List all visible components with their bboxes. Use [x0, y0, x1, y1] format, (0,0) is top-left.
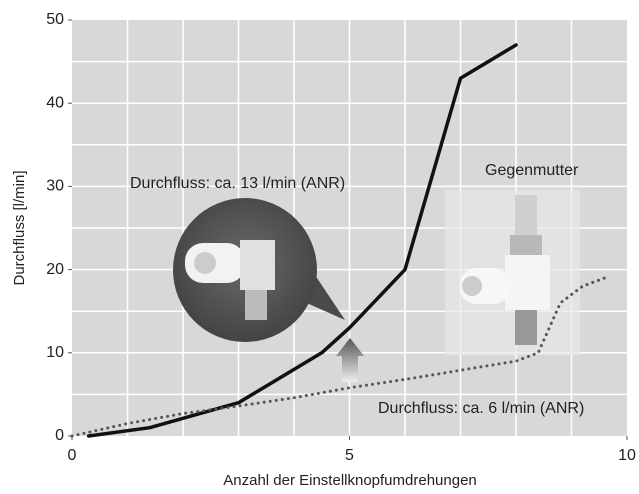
- annotation: Durchfluss: ca. 13 l/min (ANR): [130, 175, 345, 192]
- y-tick-label: 10: [46, 344, 64, 361]
- chart: Durchfluss: ca. 13 l/min (ANR) Gegenmutt…: [0, 0, 639, 494]
- x-tick-label: 10: [618, 447, 636, 464]
- page: {"chart_data": {"type": "line", "x_label…: [0, 0, 639, 494]
- annotation: Durchfluss: ca. 6 l/min (ANR): [378, 400, 584, 417]
- y-tick-label: 40: [46, 94, 64, 111]
- y-axis-title: Durchfluss [l/min]: [11, 170, 28, 285]
- y-tick-label: 0: [55, 427, 64, 444]
- y-tick-label: 30: [46, 178, 64, 195]
- x-axis-title: Anzahl der Einstellknopfumdrehungen: [223, 472, 477, 489]
- x-tick-label: 0: [68, 447, 77, 464]
- annotation: Gegenmutter: [485, 162, 579, 179]
- y-tick-label: 50: [46, 11, 64, 28]
- y-tick-label: 20: [46, 261, 64, 278]
- x-tick-label: 5: [345, 447, 354, 464]
- fitting-photo-right: [445, 190, 580, 355]
